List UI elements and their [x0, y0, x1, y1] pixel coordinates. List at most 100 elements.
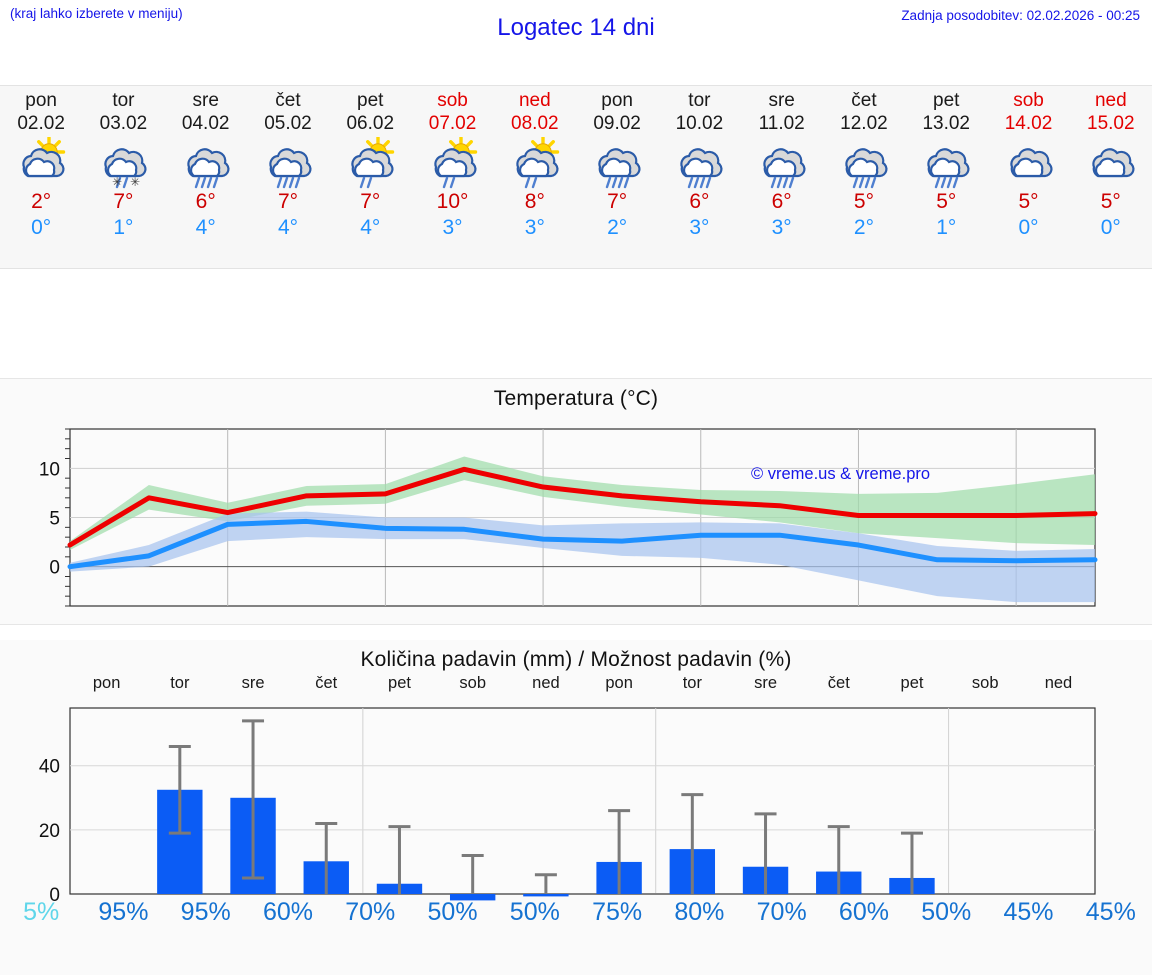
precipitation-probability-value: 50% — [427, 898, 478, 926]
forecast-temp-max: 7° — [113, 190, 134, 213]
forecast-temp-min: 2° — [853, 216, 874, 239]
forecast-temp-max: 2° — [31, 190, 52, 213]
sun-cloud-rain-icon — [424, 137, 482, 189]
forecast-temp-max: 6° — [689, 190, 710, 213]
forecast-day-name: čet — [851, 90, 877, 111]
temperature-chart-block: Temperatura (°C) 0 5 10 — [0, 378, 1152, 625]
forecast-day-column[interactable]: tor 10.02 6° 3° — [658, 86, 740, 268]
forecast-temp-min: 1° — [936, 216, 957, 239]
precipitation-day-label: sob — [459, 674, 486, 692]
forecast-temp-min: 3° — [771, 216, 792, 239]
forecast-temp-min: 0° — [31, 216, 52, 239]
svg-text:0: 0 — [49, 885, 60, 906]
precipitation-probability-value: 80% — [674, 898, 725, 926]
svg-text:✳: ✳ — [130, 175, 140, 189]
svg-text:40: 40 — [39, 757, 60, 778]
forecast-day-column[interactable]: ned 15.02 5° 0° — [1070, 86, 1152, 268]
sun-cloud-rain-icon — [506, 137, 564, 189]
forecast-day-date: 09.02 — [593, 113, 641, 134]
forecast-day-name: ned — [518, 90, 551, 111]
precipitation-probability-value: 50% — [921, 898, 972, 926]
temperature-chart-svg: 0 5 10 — [39, 428, 1098, 607]
precipitation-day-label: ned — [532, 674, 560, 692]
precipitation-day-label: pon — [605, 674, 633, 692]
precipitation-probability-value: 5% — [23, 898, 60, 926]
precipitation-day-label: ned — [1044, 674, 1073, 692]
forecast-strip: pon 02.02 2° 0° tor 03.02 ✳ ✳ 7° 1° sre 04.02 6° 4° če… — [0, 85, 1152, 269]
temperature-chart-title: Temperatura (°C) — [493, 387, 659, 410]
forecast-temp-max: 7° — [277, 190, 299, 213]
forecast-day-name: tor — [112, 90, 135, 111]
forecast-temp-max: 6° — [771, 190, 792, 213]
forecast-temp-min: 1° — [113, 216, 134, 239]
sun-cloud-icon — [12, 137, 70, 189]
forecast-day-name: pon — [25, 90, 57, 111]
forecast-temp-min: 4° — [277, 216, 299, 239]
cloud-rain-icon — [835, 137, 893, 189]
forecast-day-column[interactable]: sob 07.02 10° 3° — [411, 86, 493, 268]
precipitation-probability-value: 60% — [262, 898, 313, 926]
precipitation-probability-row: 5% 95% 95% 60% 70% 50% 50% 75% 80% 70% 60% 50% 45% 45… — [0, 898, 1152, 927]
precipitation-chart-block: Količina padavin (mm) / Možnost padavin … — [0, 640, 1152, 975]
forecast-day-column[interactable]: čet 05.02 7° 4° — [247, 86, 329, 268]
forecast-day-column[interactable]: sre 11.02 6° 3° — [741, 86, 823, 268]
precipitation-probability-value: 45% — [1003, 898, 1054, 926]
last-updated-text: Zadnja posodobitev: 02.02.2026 - 00:25 — [901, 8, 1140, 23]
forecast-temp-min: 3° — [442, 216, 463, 239]
page-header: (kraj lahko izberete v meniju) Logatec 1… — [0, 0, 1152, 50]
svg-text:10: 10 — [39, 459, 60, 480]
precipitation-day-labels: pon tor sre čet pet sob ned pon tor sre čet pet sob n… — [70, 674, 1095, 693]
forecast-temp-max: 7° — [607, 190, 628, 213]
cloud-icon — [1082, 137, 1140, 189]
forecast-day-name: sob — [1013, 90, 1044, 111]
svg-text:5: 5 — [49, 509, 60, 530]
forecast-day-column[interactable]: pon 02.02 2° 0° — [0, 86, 82, 268]
precipitation-chart-title: Količina padavin (mm) / Možnost padavin … — [360, 648, 792, 671]
forecast-temp-min: 2° — [607, 216, 628, 239]
sun-cloud-rain-icon — [341, 137, 399, 189]
forecast-day-date: 06.02 — [346, 113, 395, 134]
forecast-day-column[interactable]: pet 13.02 5° 1° — [905, 86, 987, 268]
precipitation-day-label: sre — [241, 674, 265, 692]
forecast-day-date: 13.02 — [922, 113, 970, 134]
forecast-day-date: 04.02 — [181, 113, 230, 134]
precipitation-day-label: sre — [754, 674, 778, 692]
forecast-day-column[interactable]: pet 06.02 7° 4° — [329, 86, 411, 268]
forecast-day-date: 08.02 — [511, 113, 559, 134]
forecast-temp-max: 10° — [436, 190, 469, 213]
precipitation-day-label: čet — [827, 674, 850, 692]
forecast-day-date: 14.02 — [1004, 113, 1053, 134]
forecast-temp-min: 4° — [360, 216, 381, 239]
precipitation-day-label: sob — [971, 674, 999, 692]
precipitation-chart-svg: 0 20 40 — [39, 707, 1096, 906]
svg-text:0: 0 — [49, 558, 60, 579]
forecast-day-column[interactable]: tor 03.02 ✳ ✳ 7° 1° — [82, 86, 164, 268]
precipitation-probability-value: 75% — [592, 898, 643, 926]
forecast-temp-min: 0° — [1018, 216, 1039, 239]
forecast-day-column[interactable]: čet 12.02 5° 2° — [823, 86, 905, 268]
forecast-day-column[interactable]: pon 09.02 7° 2° — [576, 86, 658, 268]
forecast-temp-min: 4° — [195, 216, 216, 239]
forecast-day-date: 02.02 — [17, 113, 65, 134]
forecast-day-name: ned — [1094, 90, 1127, 111]
cloud-rain-snow-icon: ✳ ✳ — [94, 137, 152, 189]
cloud-rain-icon — [588, 137, 646, 189]
cloud-rain-icon — [753, 137, 811, 189]
forecast-day-name: tor — [688, 90, 711, 111]
forecast-day-column[interactable]: ned 08.02 8° 3° — [494, 86, 576, 268]
forecast-day-column[interactable]: sob 14.02 5° 0° — [987, 86, 1069, 268]
forecast-day-name: sre — [192, 90, 219, 111]
forecast-day-name: sob — [437, 90, 468, 111]
cloud-icon — [1000, 137, 1058, 189]
forecast-temp-min: 0° — [1100, 216, 1121, 239]
forecast-day-name: čet — [275, 90, 301, 111]
forecast-temp-max: 7° — [360, 190, 381, 213]
precipitation-day-label: čet — [315, 674, 338, 692]
precipitation-probability-value: 95% — [180, 898, 231, 926]
cloud-rain-icon — [259, 137, 317, 189]
forecast-day-date: 11.02 — [758, 113, 805, 134]
forecast-temp-min: 3° — [524, 216, 545, 239]
forecast-day-column[interactable]: sre 04.02 6° 4° — [165, 86, 247, 268]
forecast-temp-max: 5° — [853, 190, 874, 213]
forecast-temp-max: 5° — [1018, 190, 1039, 213]
